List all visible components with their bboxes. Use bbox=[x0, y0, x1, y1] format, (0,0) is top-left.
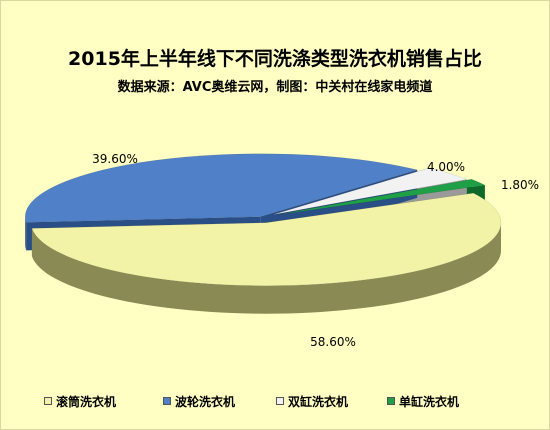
chart-subtitle: 数据来源：AVC奥维云网，制图：中关村在线家电频道 bbox=[117, 80, 433, 95]
pie-labels: 58.60% 39.60% 4.00% 1.80% bbox=[92, 152, 539, 349]
legend: 滚筒洗衣机 波轮洗衣机 双缸洗衣机 单缸洗衣机 bbox=[0, 392, 550, 412]
legend-label-0: 滚筒洗衣机 bbox=[56, 394, 117, 409]
pie-slice-1 bbox=[24, 153, 419, 223]
chart-title: 2015年上半年线下不同洗涤类型洗衣机销售占比 bbox=[68, 48, 482, 70]
data-label-0: 58.60% bbox=[310, 335, 356, 349]
pie-slice-3 bbox=[277, 179, 486, 215]
data-label-1: 39.60% bbox=[92, 152, 138, 166]
data-label-2: 4.00% bbox=[427, 160, 465, 174]
legend-swatch-0 bbox=[44, 397, 52, 405]
legend-label-2: 双缸洗衣机 bbox=[288, 394, 349, 409]
legend-label-1: 波轮洗衣机 bbox=[175, 394, 236, 409]
legend-swatch-3 bbox=[387, 397, 395, 405]
legend-item-1: 波轮洗衣机 bbox=[163, 392, 235, 410]
legend-label-3: 单缸洗衣机 bbox=[399, 394, 460, 409]
legend-item-3: 单缸洗衣机 bbox=[387, 392, 459, 410]
legend-swatch-2 bbox=[276, 397, 284, 405]
pie-side-1-0 bbox=[25, 216, 27, 251]
pie-slice-2 bbox=[272, 167, 468, 216]
pie-side-0-0 bbox=[31, 222, 501, 314]
pie-tops bbox=[24, 153, 502, 286]
legend-item-2: 双缸洗衣机 bbox=[276, 392, 348, 410]
pie-slice-0 bbox=[31, 192, 502, 286]
legend-swatch-1 bbox=[163, 397, 171, 405]
legend-item-0: 滚筒洗衣机 bbox=[44, 392, 116, 410]
data-label-3: 1.80% bbox=[501, 178, 539, 192]
